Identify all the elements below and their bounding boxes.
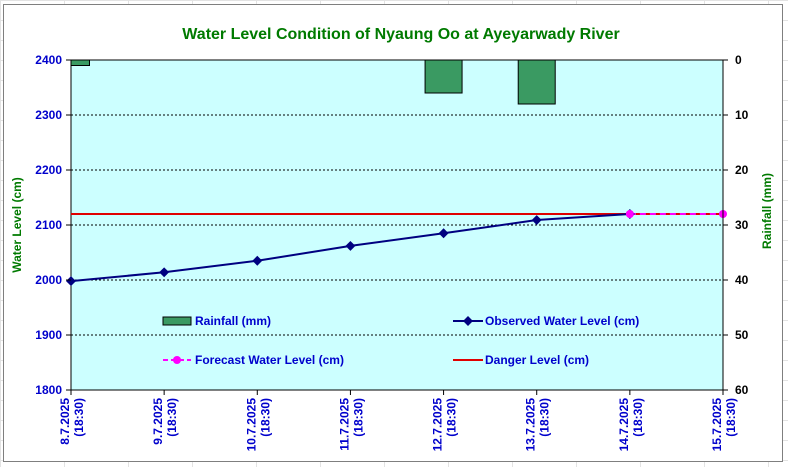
legend-label: Rainfall (mm) bbox=[195, 314, 271, 328]
legend-marker bbox=[173, 356, 181, 364]
y2-tick-label: 30 bbox=[735, 218, 749, 232]
x-tick-date: 11.7.2025 bbox=[337, 398, 351, 451]
y2-axis-label: Rainfall (mm) bbox=[760, 173, 774, 249]
x-axis: 8.7.2025 (18:30) 9.7.2025 (18:30) 10.7.2025(… bbox=[58, 390, 738, 451]
x-tick-label: 11.7.2025 (18:30) bbox=[337, 398, 365, 451]
y-tick-label: 1900 bbox=[35, 328, 62, 342]
x-tick-time: (18:30) bbox=[631, 398, 645, 437]
left-axis: 1800 1900 2000 2100 2200 2300 2400 bbox=[35, 53, 71, 397]
y-tick-label: 2100 bbox=[35, 218, 62, 232]
observed-point bbox=[252, 255, 263, 266]
y-tick-label: 2400 bbox=[35, 53, 62, 67]
legend-label: Observed Water Level (cm) bbox=[485, 314, 639, 328]
x-tick-time: (18:30) bbox=[72, 398, 86, 437]
legend-label: Danger Level (cm) bbox=[485, 353, 589, 367]
legend-item: Observed Water Level (cm) bbox=[453, 314, 639, 328]
y-tick-label: 1800 bbox=[35, 383, 62, 397]
legend-item: Forecast Water Level (cm) bbox=[163, 353, 344, 367]
legend-swatch bbox=[162, 316, 192, 326]
y2-tick-label: 10 bbox=[735, 108, 749, 122]
x-tick-label: 15.7.2025 (18:30) bbox=[710, 398, 738, 452]
observed-point bbox=[531, 215, 542, 225]
legend-marker bbox=[463, 316, 473, 326]
x-tick-date: 13.7.2025 bbox=[524, 398, 538, 452]
x-tick-label: 14.7.2025 (18:30) bbox=[617, 398, 645, 452]
rainfall-bars bbox=[70, 59, 556, 105]
y2-tick-label: 20 bbox=[735, 163, 749, 177]
legend: Rainfall (mm) Observed Water Level (cm) Fo… bbox=[162, 314, 639, 367]
rainfall-bar bbox=[517, 59, 556, 105]
legend-item: Danger Level (cm) bbox=[453, 353, 589, 367]
right-axis: 0 10 20 30 40 50 60 bbox=[722, 53, 749, 397]
y-tick-label: 2000 bbox=[35, 273, 62, 287]
x-tick-label: 9.7.2025 (18:30) bbox=[151, 398, 179, 445]
x-tick-time: (18:30) bbox=[538, 398, 552, 437]
x-tick-date: 8.7.2025 bbox=[58, 398, 72, 445]
y2-tick-label: 50 bbox=[735, 328, 749, 342]
x-tick-time: (18:30) bbox=[724, 398, 738, 437]
x-tick-date: 10.7.2025 bbox=[244, 398, 258, 452]
forecast-point bbox=[625, 210, 634, 218]
x-tick-label: 8.7.2025 (18:30) bbox=[58, 398, 86, 445]
x-tick-date: 9.7.2025 bbox=[151, 398, 165, 445]
y2-tick-label: 60 bbox=[735, 383, 749, 397]
legend-label: Forecast Water Level (cm) bbox=[195, 353, 344, 367]
rainfall-bar bbox=[70, 59, 90, 66]
observed-point bbox=[345, 240, 356, 251]
y-tick-label: 2300 bbox=[35, 108, 62, 122]
x-tick-label: 10.7.2025 (18:30) bbox=[244, 398, 272, 452]
rainfall-bar bbox=[424, 59, 463, 94]
chart-title: Water Level Condition of Nyaung Oo at Ay… bbox=[182, 26, 619, 43]
observed-point bbox=[438, 228, 449, 239]
x-tick-date: 14.7.2025 bbox=[617, 398, 631, 452]
y2-tick-label: 40 bbox=[735, 273, 749, 287]
legend-item: Rainfall (mm) bbox=[162, 314, 271, 328]
x-tick-label: 13.7.2025 (18:30) bbox=[524, 398, 552, 452]
y-tick-label: 2200 bbox=[35, 163, 62, 177]
y2-tick-label: 0 bbox=[735, 53, 742, 67]
observed-point bbox=[159, 267, 170, 278]
x-tick-label: 12.7.2025 (18:30) bbox=[431, 398, 459, 452]
x-tick-time: (18:30) bbox=[351, 398, 365, 437]
x-tick-date: 12.7.2025 bbox=[431, 398, 445, 452]
x-tick-time: (18:30) bbox=[445, 398, 459, 437]
x-tick-time: (18:30) bbox=[165, 398, 179, 437]
y-axis-label: Water Level (cm) bbox=[10, 177, 24, 273]
x-tick-time: (18:30) bbox=[258, 398, 272, 437]
x-tick-date: 15.7.2025 bbox=[710, 398, 724, 452]
grid-lines bbox=[71, 59, 723, 336]
